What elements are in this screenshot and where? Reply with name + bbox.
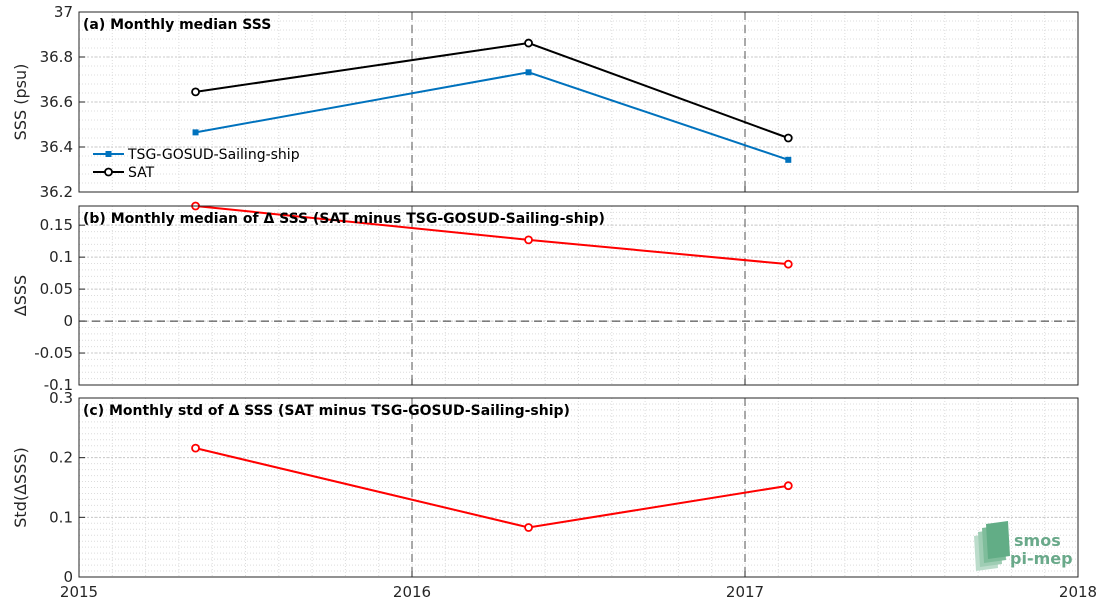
panel-title-b: (b) Monthly median of Δ SSS (SAT minus T… <box>83 211 605 227</box>
y-tick-label: 0.1 <box>49 508 73 526</box>
y-tick-label: 36.2 <box>40 183 73 201</box>
x-tick-label: 2015 <box>60 583 98 601</box>
data-point <box>524 523 533 532</box>
x-tick-label: 2016 <box>393 583 431 601</box>
x-tick-label: 2018 <box>1059 583 1097 601</box>
y-axis-label-c: Std(ΔSSS) <box>11 447 30 527</box>
plot-area-b <box>79 206 1078 385</box>
data-point <box>783 481 793 491</box>
panel-b-monthly-median-delta-sss: -0.1 -0.05 0 0.05 0.1 0.15 (b) Monthly median … <box>11 201 1079 394</box>
panel-c-monthly-std-delta-sss: 0 0.1 0.2 0.3 2015 2016 2017 2018 (c) Monthly st… <box>11 389 1097 601</box>
series-a-sat <box>191 38 793 143</box>
data-point <box>191 87 200 97</box>
data-point <box>191 443 200 453</box>
series-c-delta <box>191 443 793 532</box>
y-tick-label: 0.1 <box>49 248 73 266</box>
smos-pi-mep-logo: smos pi-mep <box>974 521 1073 571</box>
y-tick-label: 0.3 <box>49 389 73 407</box>
y-tick-label: 36.8 <box>40 48 73 66</box>
logo-line1: smos <box>1014 531 1061 550</box>
legend-marker <box>105 151 112 157</box>
y-axis-label-b: ΔSSS <box>11 275 30 316</box>
x-tick-label: 2017 <box>726 583 764 601</box>
data-point <box>525 69 532 76</box>
data-point <box>524 235 533 245</box>
panel-title-c: (c) Monthly std of Δ SSS (SAT minus TSG-… <box>83 403 570 419</box>
y-tick-label: 36.6 <box>40 93 73 111</box>
y-tick-label: 0 <box>63 312 73 330</box>
data-point <box>192 129 199 136</box>
plot-area-c <box>79 398 1078 577</box>
data-point <box>524 38 533 48</box>
y-tick-label: 36.4 <box>40 138 73 156</box>
y-tick-label: 0.15 <box>40 216 73 234</box>
legend-label: SAT <box>128 165 155 181</box>
data-point <box>783 133 793 143</box>
y-axis-label-a: SSS (psu) <box>11 64 30 141</box>
legend-marker <box>104 167 113 177</box>
plot-frame-c <box>78 397 1079 578</box>
data-point <box>783 259 793 269</box>
y-tick-label: 37 <box>54 3 73 21</box>
y-tick-label: -0.1 <box>44 376 73 394</box>
legend-label: TSG-GOSUD-Sailing-ship <box>127 147 300 163</box>
y-tick-label: -0.05 <box>34 344 73 362</box>
plot-frame-b <box>78 205 1079 386</box>
plot-frame-a <box>78 11 1079 193</box>
panel-a-monthly-median-sss: 36.2 36.4 36.6 36.8 37 (a) Monthly median SSS… <box>11 3 1079 201</box>
panel-title-a: (a) Monthly median SSS <box>83 17 271 33</box>
data-point <box>785 156 792 163</box>
y-tick-label: 0.2 <box>49 449 73 467</box>
legend: TSG-GOSUD-Sailing-ship SAT <box>93 147 300 181</box>
series-a-tsg-gosud-sailing-ship <box>192 69 792 163</box>
y-tick-label: 0.05 <box>40 280 73 298</box>
y-tick-label: 0 <box>63 568 73 586</box>
logo-line2: pi-mep <box>1010 549 1073 568</box>
